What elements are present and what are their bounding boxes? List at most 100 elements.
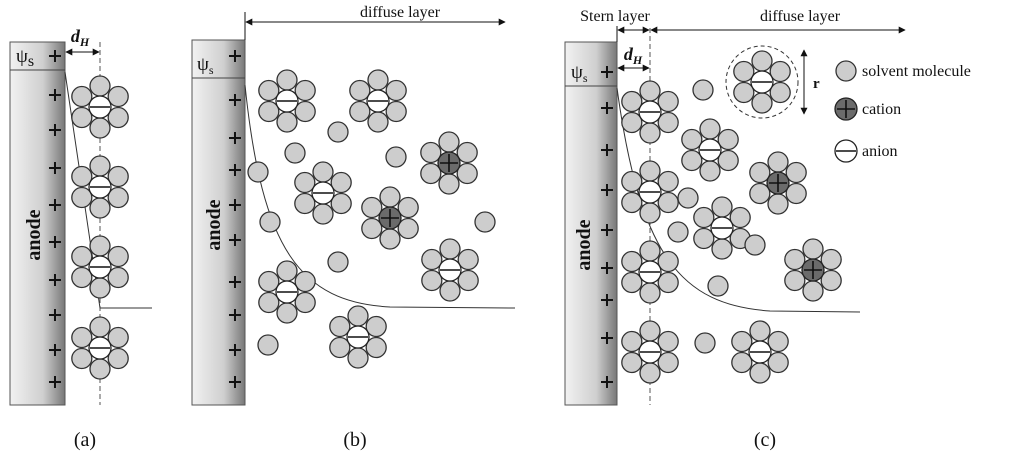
solvent-molecule bbox=[622, 273, 642, 293]
solvent-molecule bbox=[622, 193, 642, 213]
solvent-molecule bbox=[712, 239, 732, 259]
solvent-molecule bbox=[700, 119, 720, 139]
solvent-molecule bbox=[277, 70, 297, 90]
solvent-molecule bbox=[259, 102, 279, 122]
anion-cluster bbox=[622, 161, 678, 223]
solvent-molecule bbox=[785, 250, 805, 270]
solvent-molecule bbox=[108, 167, 128, 187]
solvent-molecule bbox=[640, 283, 660, 303]
solvent-molecule bbox=[328, 252, 348, 272]
solvent-molecule bbox=[72, 87, 92, 107]
solvent-molecule bbox=[732, 332, 752, 352]
solvent-molecule bbox=[295, 102, 315, 122]
diffuse-layer-label: diffuse layer bbox=[360, 4, 441, 21]
solvent-molecule bbox=[640, 363, 660, 383]
solvent-molecule bbox=[658, 193, 678, 213]
solvent-molecule bbox=[72, 188, 92, 208]
solvent-molecule bbox=[258, 335, 278, 355]
solvent-molecule bbox=[90, 317, 110, 337]
solvent-molecule bbox=[803, 281, 823, 301]
solvent-molecule bbox=[295, 173, 315, 193]
solvent-molecule bbox=[380, 229, 400, 249]
solvent-molecule bbox=[259, 81, 279, 101]
anion-cluster bbox=[622, 321, 678, 383]
solvent-molecule bbox=[366, 317, 386, 337]
solvent-molecule bbox=[770, 83, 790, 103]
solvent-molecule bbox=[90, 118, 110, 138]
solvent-molecule bbox=[750, 363, 770, 383]
solvent-molecule bbox=[422, 271, 442, 291]
solvent-molecule bbox=[422, 250, 442, 270]
solvent-molecule bbox=[768, 194, 788, 214]
solvent-molecule bbox=[366, 338, 386, 358]
solvent-molecule bbox=[836, 61, 856, 81]
solvent-molecule bbox=[734, 62, 754, 82]
cation-cluster bbox=[421, 132, 477, 194]
solvent-molecule bbox=[718, 130, 738, 150]
solvent-molecule bbox=[348, 306, 368, 326]
solvent-molecule bbox=[678, 188, 698, 208]
solvent-molecule bbox=[386, 147, 406, 167]
solvent-molecule bbox=[348, 348, 368, 368]
solvent-molecule bbox=[439, 174, 459, 194]
solvent-molecule bbox=[693, 80, 713, 100]
solvent-molecule bbox=[108, 108, 128, 128]
anion-cluster bbox=[259, 261, 315, 323]
solvent-molecule bbox=[622, 113, 642, 133]
solvent-molecule bbox=[398, 219, 418, 239]
solvent-molecule bbox=[295, 81, 315, 101]
solvent-molecule bbox=[682, 151, 702, 171]
solvent-molecule bbox=[730, 208, 750, 228]
solvent-molecule bbox=[712, 197, 732, 217]
solvent-molecule bbox=[108, 87, 128, 107]
solvent-molecule bbox=[708, 276, 728, 296]
solvent-molecule bbox=[668, 222, 688, 242]
solvent-molecule bbox=[90, 76, 110, 96]
solvent-molecule bbox=[72, 349, 92, 369]
anion-cluster bbox=[350, 70, 406, 132]
solvent-molecule bbox=[313, 162, 333, 182]
solvent-molecule bbox=[440, 281, 460, 301]
solvent-molecule bbox=[622, 92, 642, 112]
solvent-molecule bbox=[658, 113, 678, 133]
anion-cluster bbox=[682, 119, 738, 181]
solvent-molecule bbox=[72, 328, 92, 348]
panel-b: ψs anode diffuse layer (b) bbox=[192, 4, 515, 451]
anion-cluster bbox=[72, 317, 128, 379]
solvent-molecule bbox=[440, 239, 460, 259]
solvent-molecule bbox=[750, 163, 770, 183]
solvent-molecule bbox=[658, 252, 678, 272]
solvent-molecule bbox=[295, 194, 315, 214]
solvent-molecule bbox=[640, 321, 660, 341]
solvent-molecule bbox=[90, 198, 110, 218]
stern-thickness: dH bbox=[624, 44, 643, 67]
solvent-molecule bbox=[694, 208, 714, 228]
electrode-label: anode bbox=[203, 199, 225, 250]
solvent-molecule bbox=[328, 122, 348, 142]
solvent-molecule bbox=[700, 161, 720, 181]
solvent-molecule bbox=[732, 353, 752, 373]
anion-cluster bbox=[72, 236, 128, 298]
solvent-molecule bbox=[90, 236, 110, 256]
solvent-molecule bbox=[682, 130, 702, 150]
solvent-molecule bbox=[331, 194, 351, 214]
anion-cluster bbox=[422, 239, 478, 301]
stern-thickness: dH bbox=[71, 26, 90, 49]
solvent-molecule bbox=[277, 303, 297, 323]
solvent-molecule bbox=[768, 353, 788, 373]
anion-cluster bbox=[72, 76, 128, 138]
solvent-molecule bbox=[786, 163, 806, 183]
solvent-molecule bbox=[770, 62, 790, 82]
solvent-molecule bbox=[658, 353, 678, 373]
solvent-molecule bbox=[72, 108, 92, 128]
electrode-label: anode bbox=[23, 209, 45, 260]
solvent-molecule bbox=[398, 198, 418, 218]
solvent-molecule bbox=[421, 164, 441, 184]
solvent-molecule bbox=[295, 293, 315, 313]
anion-cluster bbox=[734, 51, 790, 113]
cation-cluster bbox=[785, 239, 841, 301]
anion-cluster bbox=[295, 162, 351, 224]
solvent-molecule bbox=[295, 272, 315, 292]
anion-cluster bbox=[72, 156, 128, 218]
solvent-molecule bbox=[457, 143, 477, 163]
